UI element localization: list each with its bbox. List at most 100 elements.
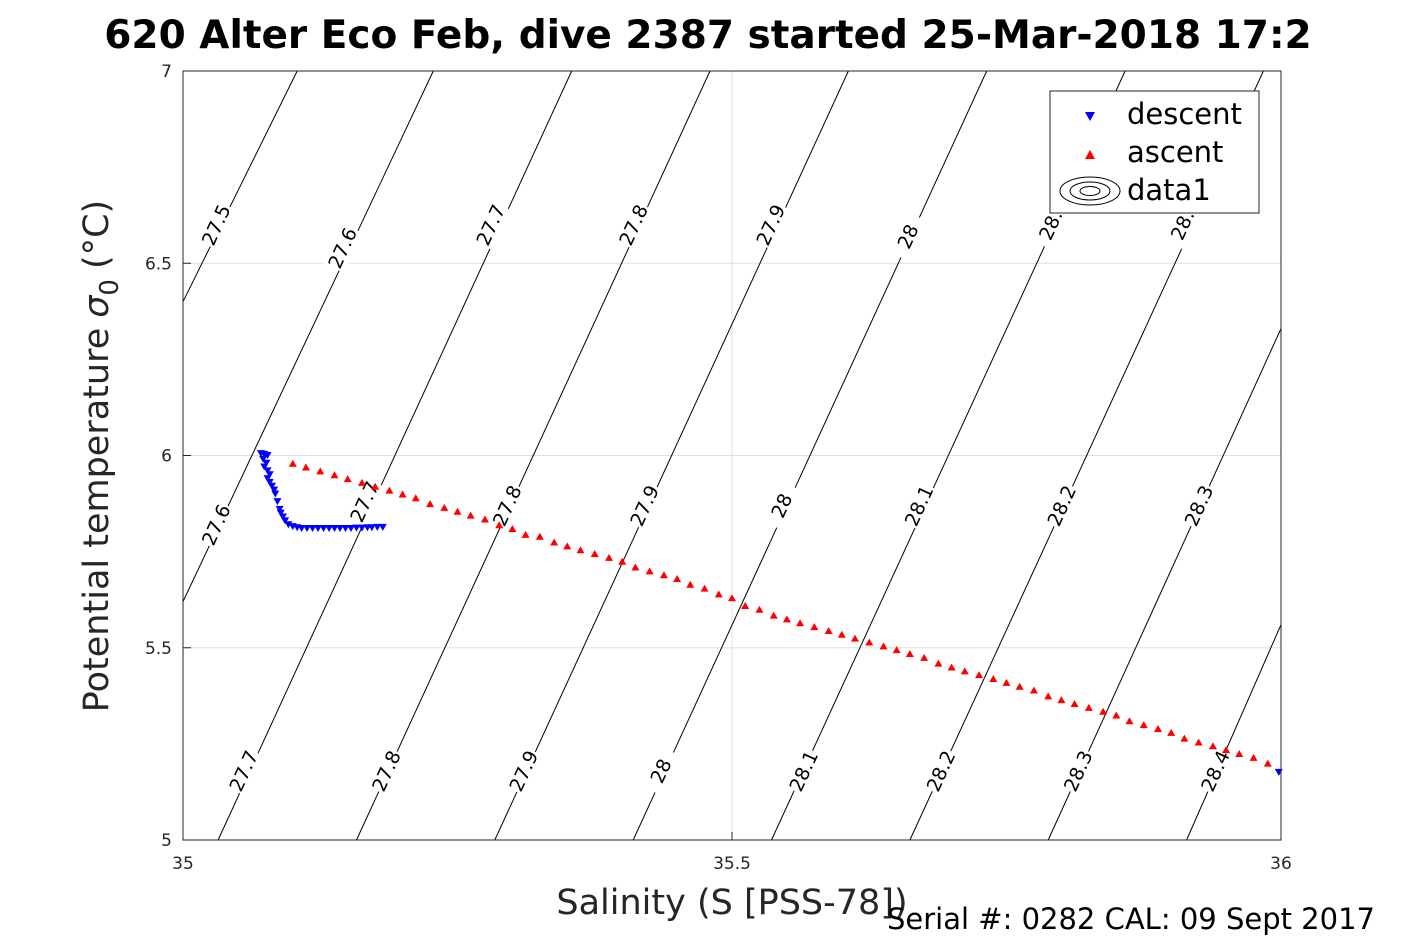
legend-ascent-marker — [1085, 150, 1095, 159]
legend: descent ascent data1 — [1049, 90, 1260, 214]
ascent-point — [1154, 724, 1163, 732]
descent-point — [284, 521, 293, 529]
descent-point — [314, 525, 323, 533]
ascent-point — [1084, 703, 1093, 711]
ascent-point — [466, 511, 475, 519]
descent-point — [325, 525, 334, 533]
ascent-point — [810, 623, 819, 631]
ascent-point — [398, 490, 407, 498]
x-tick-label: 35.5 — [713, 854, 751, 874]
contour-label-bg — [624, 480, 665, 531]
contour-label-bg — [366, 745, 407, 796]
ascent-point — [480, 515, 489, 523]
contour-label-bg — [470, 199, 511, 250]
contour-line — [1186, 624, 1282, 841]
descent-point — [273, 498, 282, 506]
contour-line — [632, 70, 988, 841]
ascent-point — [659, 571, 668, 579]
ascent-point — [1263, 759, 1272, 767]
legend-box — [1049, 90, 1260, 214]
serial-cal-footer: Serial #: 0282 CAL: 09 Sept 2017 — [887, 902, 1375, 936]
ascent-point — [934, 659, 943, 667]
ascent-point — [1235, 749, 1244, 757]
ascent-point — [1180, 734, 1189, 742]
descent-point — [265, 478, 274, 486]
descent-point — [378, 523, 387, 531]
ascent-point — [947, 663, 956, 671]
contour-label-bg — [887, 211, 928, 262]
y-axis-label-text: Potential temperature — [77, 328, 117, 712]
contour-label-bg — [322, 222, 363, 273]
ascent-point — [1099, 707, 1108, 715]
ascent-point — [1002, 678, 1011, 686]
ascent-point — [590, 550, 599, 558]
contour-label-bg — [750, 199, 791, 250]
legend-data1-label: data1 — [1127, 173, 1211, 207]
contour-label-bg — [1041, 480, 1082, 531]
descent-point — [303, 525, 312, 533]
ascent-point — [550, 538, 559, 546]
y-axis-label-symbol: σ — [77, 294, 117, 318]
descent-point — [276, 509, 285, 517]
ascent-point — [1194, 738, 1203, 746]
ascent-point — [975, 671, 984, 679]
y-axis-label-unit: (°C) — [77, 200, 117, 269]
contour-label-bg — [195, 199, 236, 250]
contour-label-bg — [195, 499, 236, 550]
legend-descent-marker — [1085, 112, 1095, 121]
contour-label: 28 — [640, 745, 681, 796]
ascent-point — [1249, 753, 1258, 761]
contour-label-bg — [920, 745, 961, 796]
ascent-point — [850, 634, 859, 642]
descent-point — [341, 525, 350, 533]
ascent-point — [920, 653, 929, 661]
ascent-point — [1029, 686, 1038, 694]
ascent-point — [521, 530, 530, 538]
ascent-point — [495, 521, 504, 529]
descent-point — [330, 525, 339, 533]
y-axis-ticks: 5 5.5 6 6.5 7 — [145, 62, 191, 851]
contour-line — [494, 70, 849, 841]
y-tick-label: 6.5 — [145, 254, 172, 274]
descent-point — [336, 525, 345, 533]
ascent-point — [782, 615, 791, 623]
ascent-point — [645, 567, 654, 575]
y-tick-label: 7 — [161, 62, 172, 82]
y-tick-label: 6 — [161, 447, 172, 467]
ascent-point — [357, 478, 366, 486]
y-tick-label: 5 — [161, 831, 172, 851]
ascent-point — [385, 486, 394, 494]
descent-point — [367, 524, 376, 532]
ascent-point — [673, 575, 682, 583]
contour-label-bg — [1178, 480, 1219, 531]
contour-label-bg — [1195, 745, 1236, 796]
contour-line — [182, 70, 298, 302]
descent-point — [270, 486, 279, 494]
legend-contour-icon — [1059, 176, 1121, 206]
x-tick-label: 35 — [172, 854, 194, 874]
ascent-point — [686, 580, 695, 588]
ascent-point — [440, 503, 449, 511]
contour-label-bg — [1057, 745, 1098, 796]
contour-label-bg — [640, 745, 681, 796]
ascent-point — [1167, 728, 1176, 736]
ascent-point — [1070, 700, 1079, 708]
contour-label-bg — [761, 480, 802, 531]
y-axis-label-subscript: 0 — [95, 279, 125, 296]
legend-descent-label: descent — [1127, 97, 1242, 131]
ascent-series — [288, 459, 1272, 767]
ascent-point — [371, 482, 380, 490]
descent-point — [259, 455, 268, 463]
ascent-point — [865, 638, 874, 646]
ascent-point — [728, 594, 736, 602]
descent-point — [352, 524, 361, 532]
ascent-point — [892, 646, 901, 654]
ascent-point — [330, 471, 339, 479]
ascent-point — [1139, 721, 1148, 729]
ascent-point — [453, 507, 462, 515]
contour-label-bg — [223, 745, 264, 796]
x-tick-label: 36 — [1270, 854, 1292, 874]
ascent-point — [1125, 717, 1134, 725]
descent-point — [263, 475, 272, 483]
